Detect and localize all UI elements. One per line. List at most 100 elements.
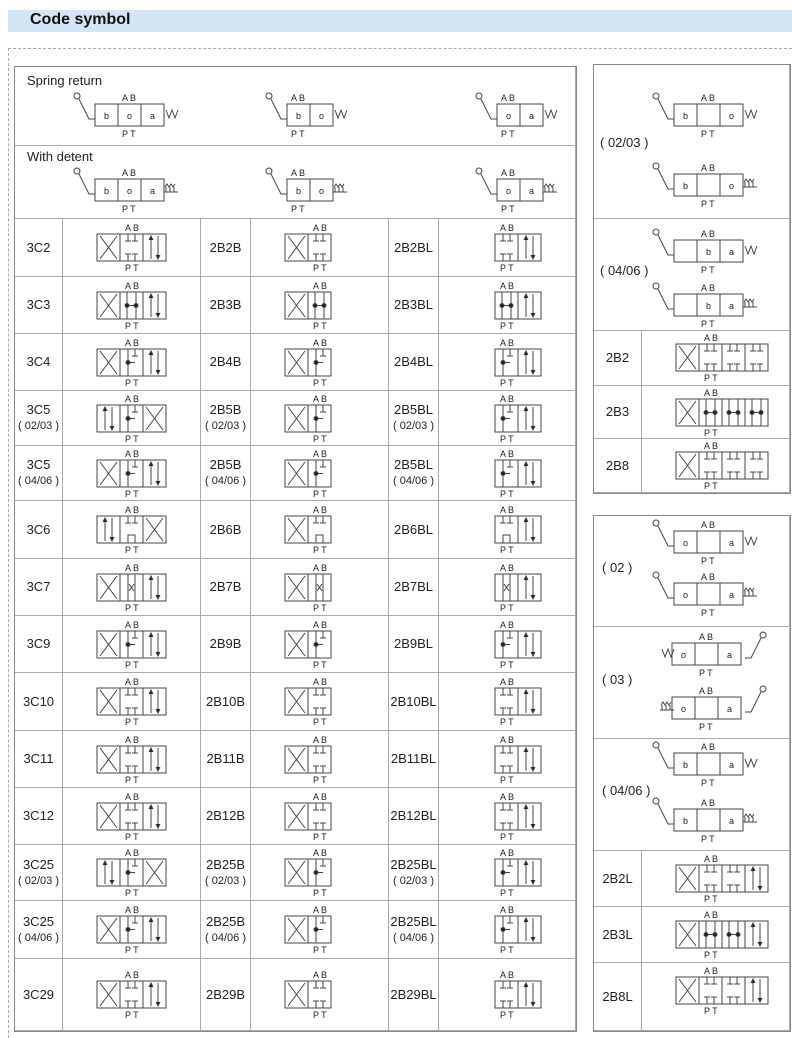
symbol-cell — [63, 559, 201, 616]
code-label: 2B4B — [209, 354, 242, 369]
symbol-cell — [251, 901, 389, 959]
port-label-bottom: P T — [701, 319, 715, 329]
port-label-top: A B — [704, 441, 718, 451]
group-label: ( 02/03 ) — [600, 135, 649, 150]
position-label: a — [150, 186, 155, 196]
spring-return-symbol: b o A B P T — [652, 92, 758, 139]
port-label-bottom: P T — [313, 888, 327, 898]
code-sublabel: ( 04/06 ) — [205, 475, 246, 487]
port-label-bottom: P T — [125, 603, 139, 613]
port-label-top: A B — [704, 910, 718, 920]
port-label-top: A B — [701, 742, 715, 752]
spring-return-symbol: o a A B P T — [475, 92, 558, 139]
port-label-top: A B — [701, 572, 715, 582]
code-2bl: 2B7BL — [389, 559, 439, 616]
port-label-top: A B — [500, 970, 514, 980]
valve-symbol-2bl: A B P T — [494, 449, 542, 499]
valve-symbol-2b: A B P T — [284, 620, 332, 670]
symbol-cell — [63, 731, 201, 788]
code-sublabel: ( 04/06 ) — [18, 475, 59, 487]
code-label: 2B3B — [209, 297, 242, 312]
port-label-bottom: P T — [125, 263, 139, 273]
position-label: a — [729, 247, 734, 257]
port-label-bottom: P T — [704, 373, 718, 383]
port-label-bottom: P T — [313, 717, 327, 727]
symbol-cell — [439, 959, 576, 1031]
port-label-bottom: P T — [125, 888, 139, 898]
code-label: 3C25 — [22, 856, 55, 872]
code-label: 2B9BL — [393, 636, 434, 651]
code-label-cell: 2B8L — [594, 963, 642, 1031]
port-label-top: A B — [500, 792, 514, 802]
code-label: 2B2L — [602, 870, 633, 886]
port-label-bottom: P T — [125, 717, 139, 727]
code-label-cell: 2B2L — [594, 851, 642, 907]
position-label: o — [729, 181, 734, 191]
code-label: 2B11BL — [390, 751, 437, 766]
port-label-bottom: P T — [501, 129, 515, 139]
valve-symbol-3pos: A B P T — [96, 563, 167, 613]
valve-symbol-2bl: A B P T — [494, 338, 542, 388]
code-2bl: 2B25BL ( 02/03 ) — [389, 845, 439, 901]
code-label: 2B12BL — [390, 808, 437, 823]
code-2bl: 2B5BL ( 04/06 ) — [389, 446, 439, 501]
valve-symbol-3pos: A B P T — [96, 338, 167, 388]
code-label: 3C10 — [22, 693, 55, 709]
position-label: a — [729, 301, 734, 311]
code-label: 3C4 — [26, 354, 51, 369]
port-label-bottom: P T — [125, 378, 139, 388]
port-label-top: A B — [501, 168, 515, 178]
code-label: 2B8L — [602, 988, 633, 1004]
valve-symbol-3pos: A B P T — [96, 620, 167, 670]
port-label-bottom: P T — [291, 129, 305, 139]
group-section — [594, 628, 790, 739]
port-label-bottom: P T — [699, 722, 713, 732]
port-label-bottom: P T — [701, 556, 715, 566]
code-label: 2B5BL — [393, 457, 434, 472]
valve-symbol-2b: A B P T — [284, 848, 332, 898]
symbol-cell — [63, 901, 201, 959]
port-label-bottom: P T — [500, 603, 514, 613]
valve-symbol-2b: A B P T — [284, 735, 332, 785]
position-label: b — [683, 181, 688, 191]
code-2b: 2B4B — [201, 334, 251, 391]
port-label-top: A B — [701, 520, 715, 530]
symbol-cell — [63, 446, 201, 501]
port-label-top: A B — [313, 620, 327, 630]
code-label: 2B29BL — [390, 986, 437, 1002]
port-label-top: A B — [125, 394, 139, 404]
valve-symbol-3pos: A B P T — [96, 223, 167, 273]
code-2bl: 2B9BL — [389, 616, 439, 673]
code-label: 2B25BL — [390, 913, 437, 929]
port-label-bottom: P T — [500, 434, 514, 444]
code-label: 2B29B — [205, 986, 246, 1002]
port-label-bottom: P T — [125, 945, 139, 955]
right-symbol-table-top: ( 02/03 ) ( 04/06 ) b o A B P T b o A B P T b a A B P… — [593, 64, 791, 494]
valve-symbol-2b: A B P T — [284, 905, 332, 955]
code-2b: 2B3B — [201, 277, 251, 334]
code-3c: 3C7 — [15, 559, 63, 616]
position-label: a — [529, 186, 534, 196]
code-label: 3C6 — [26, 521, 51, 537]
symbol-cell — [439, 845, 576, 901]
right-symbol-table-bottom: ( 02 ) ( 03 ) ( 04/06 ) o a A B P T o a A B P T o a A… — [593, 515, 791, 1032]
detent-operator-symbol: b a A B P T — [652, 282, 757, 329]
port-label-bottom: P T — [701, 834, 715, 844]
port-label-bottom: P T — [313, 945, 327, 955]
detent-operator-symbol: b o A B P T — [652, 162, 757, 209]
symbol-cell — [642, 907, 790, 963]
port-label-bottom: P T — [500, 717, 514, 727]
port-label-top: A B — [125, 905, 139, 915]
port-label-bottom: P T — [122, 129, 136, 139]
symbol-cell — [439, 277, 576, 334]
code-sublabel: ( 02/03 ) — [393, 874, 434, 887]
symbol-cell — [439, 501, 576, 559]
code-label: 2B25B — [205, 913, 246, 929]
code-label: 3C5 — [26, 402, 51, 417]
port-label-top: A B — [125, 848, 139, 858]
port-label-bottom: P T — [125, 434, 139, 444]
code-label: 3C12 — [22, 808, 55, 823]
port-label-top: A B — [313, 563, 327, 573]
code-sublabel: ( 04/06 ) — [393, 931, 434, 944]
valve-symbol: A B P T — [675, 388, 769, 438]
